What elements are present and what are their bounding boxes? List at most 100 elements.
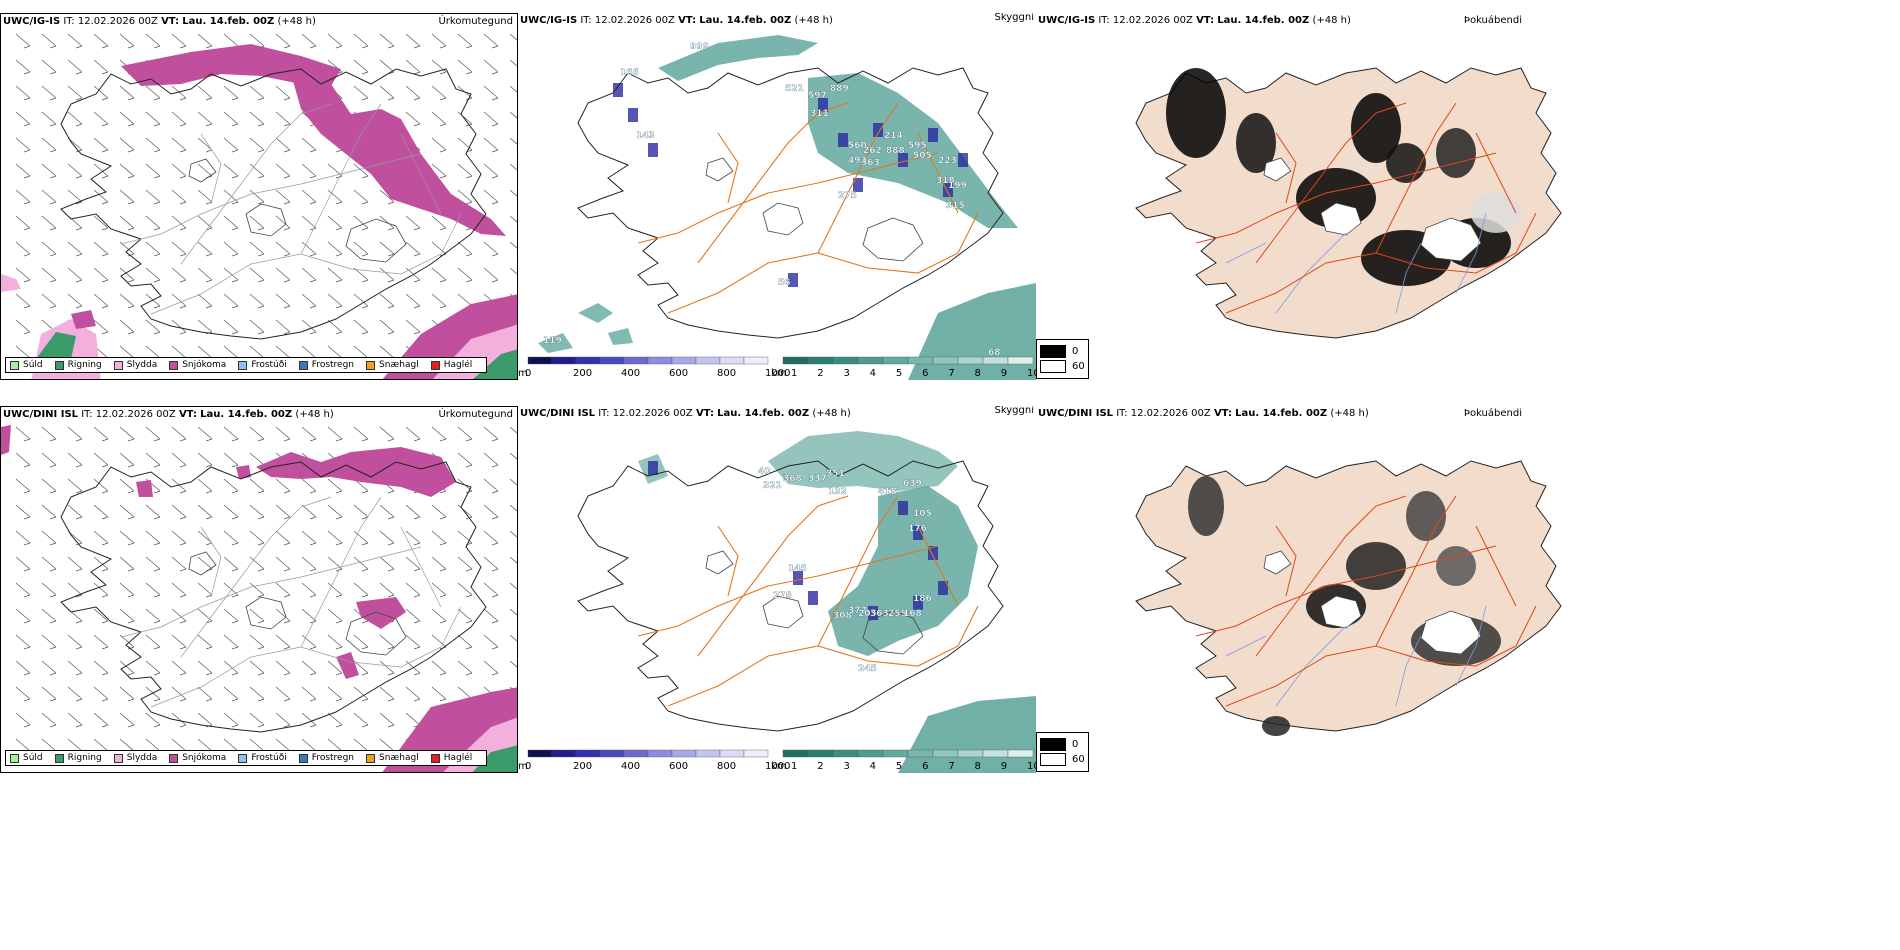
wind-barb — [483, 189, 499, 205]
wind-barb — [93, 634, 109, 650]
legend-swatch — [1040, 360, 1066, 373]
wind-barb — [119, 215, 135, 231]
wind-barb — [41, 59, 57, 75]
wind-barb — [249, 137, 265, 153]
vt-value: Lau. 14.feb. 00Z — [717, 408, 810, 419]
model-name: UWC/IG-IS — [1038, 15, 1096, 26]
legend-label: 0 — [1072, 346, 1079, 357]
lead-time: (+48 h) — [277, 16, 316, 27]
wind-barb — [223, 85, 239, 101]
wind-barb — [15, 293, 31, 309]
vt-label: VT: — [678, 15, 697, 26]
wind-barb — [509, 634, 517, 642]
cloud-base-speck — [818, 98, 828, 112]
visibility-tick: 7 — [948, 761, 954, 772]
visibility-swatch — [957, 356, 984, 365]
wind-barb — [509, 530, 517, 538]
wind-barb — [483, 452, 499, 468]
wind-barb — [353, 59, 369, 75]
cloud-base-label: 132 — [828, 487, 847, 497]
visibility-tick: 4 — [870, 761, 876, 772]
cloud-base-label: 68 — [988, 348, 1001, 358]
wind-barb — [275, 660, 291, 676]
wind-barb — [327, 241, 343, 257]
fog-map-top — [1135, 67, 1562, 339]
wind-barb — [119, 634, 135, 650]
wind-barb — [275, 608, 291, 624]
visibility-tick: 10 — [1027, 761, 1036, 772]
panel-header: UWC/DINI ISL IT: 12.02.2026 00Z VT: Lau.… — [1038, 408, 1369, 419]
wind-barb — [93, 267, 109, 283]
wind-barb — [67, 163, 83, 179]
wind-barb — [457, 582, 473, 598]
wind-barb — [249, 712, 265, 728]
wind-barb — [353, 319, 369, 335]
wind-barb — [67, 634, 83, 650]
model-name: UWC/DINI ISL — [520, 408, 596, 419]
wind-barb — [93, 85, 109, 101]
wind-barb — [223, 608, 239, 624]
wind-barb — [223, 137, 239, 153]
wind-barb — [223, 163, 239, 179]
wind-barb — [67, 241, 83, 257]
legend-label: 0 — [1072, 739, 1079, 750]
precip-map-bottom — [1, 425, 517, 772]
visibility-tick: 6 — [922, 368, 928, 379]
wind-barb — [15, 634, 31, 650]
iceland-coastline — [60, 68, 487, 340]
wind-barb — [249, 215, 265, 231]
it-label: IT: — [63, 16, 75, 27]
cloud-base-speck — [808, 591, 818, 605]
iceland-coastline — [577, 67, 1004, 339]
wind-barb — [145, 319, 161, 335]
snow-area-north — [121, 44, 341, 86]
cloud-base-label: 492 — [848, 156, 867, 166]
legend-swatch — [430, 753, 440, 763]
precip-map-top — [1, 33, 517, 379]
wind-barb — [431, 608, 447, 624]
wind-barb — [67, 267, 83, 283]
wind-barb — [223, 634, 239, 650]
wind-barb — [405, 59, 421, 75]
cloud-base-label: 255 — [888, 609, 907, 619]
wind-barb — [223, 478, 239, 494]
visibility-swatch — [982, 749, 1009, 758]
wind-barb — [41, 293, 57, 309]
wind-barb — [41, 111, 57, 127]
cloud-base-swatch — [743, 749, 769, 758]
wind-barb — [379, 319, 395, 335]
wind-barb — [15, 712, 31, 728]
cloud-base-unit: m — [518, 368, 528, 379]
wind-barb — [15, 452, 31, 468]
cloud-base-speck — [913, 526, 923, 540]
wind-barb — [93, 241, 109, 257]
wind-barb — [431, 582, 447, 598]
cloud-base-label: 40 — [758, 467, 771, 477]
glacier-outline — [1420, 217, 1482, 262]
legend-label: Haglél — [443, 753, 473, 763]
wind-barb — [249, 426, 265, 442]
wind-barb — [93, 426, 109, 442]
wind-barb — [223, 319, 239, 335]
legend-label: Súld — [23, 753, 43, 763]
wind-barb — [171, 712, 187, 728]
wind-barb — [171, 189, 187, 205]
cloud-base-swatch — [719, 749, 745, 758]
legend-label: Snæhagl — [379, 753, 419, 763]
cloud-base-swatch — [647, 356, 673, 365]
wind-barb — [223, 530, 239, 546]
wind-barb — [15, 504, 31, 520]
lead-time: (+48 h) — [295, 409, 334, 420]
wind-barb — [15, 241, 31, 257]
glacier-outline — [245, 203, 287, 237]
cloud-base-speck — [838, 133, 848, 147]
wind-barb — [483, 59, 499, 75]
wind-barb — [145, 267, 161, 283]
wind-barb — [41, 608, 57, 624]
cloud-base-label: 205 — [858, 609, 877, 619]
legend-item-frostudi: Frostúði — [238, 360, 287, 370]
wind-barb — [93, 189, 109, 205]
visibility-swatch — [807, 356, 834, 365]
wind-barb — [353, 163, 369, 179]
fog-blob — [1236, 113, 1276, 173]
